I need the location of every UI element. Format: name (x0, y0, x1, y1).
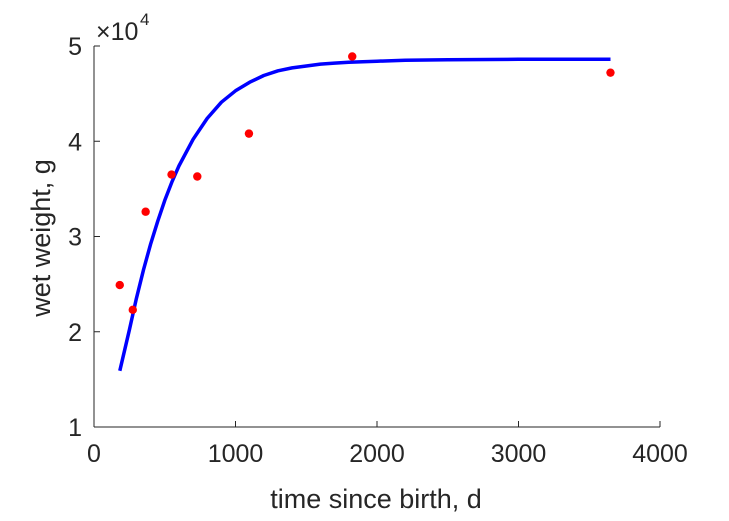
y-multiplier-exponent: 4 (140, 10, 149, 29)
y-tick-labels: 1 2 3 4 5 (68, 33, 82, 442)
x-tick-label: 1000 (208, 440, 264, 468)
x-axis-label: time since birth, d (270, 484, 482, 514)
x-tick-label: 0 (87, 440, 101, 468)
data-point (141, 207, 150, 216)
y-axis-label: wet weight, g (26, 159, 56, 318)
data-point (128, 305, 137, 315)
y-multiplier-label: ×10 (96, 18, 138, 46)
axes (93, 45, 661, 428)
x-tick-label: 3000 (491, 440, 547, 468)
data-point (167, 170, 176, 179)
y-tick-label: 4 (68, 128, 82, 156)
x-tick-label: 4000 (632, 440, 688, 468)
data-point (193, 172, 202, 181)
fit-curve-layer (118, 57, 611, 372)
y-tick-label: 2 (68, 319, 82, 347)
y-tick-label: 5 (68, 33, 82, 61)
data-point (115, 280, 124, 290)
x-tick-labels: 0 1000 2000 3000 4000 (87, 440, 688, 468)
data-points-layer (115, 52, 615, 315)
data-point (244, 129, 254, 138)
data-point (348, 52, 357, 61)
y-tick-label: 1 (68, 414, 82, 442)
x-tick-label: 2000 (349, 440, 405, 468)
data-point (606, 68, 615, 77)
fit-curve-line (118, 57, 611, 372)
y-tick-label: 3 (68, 224, 82, 252)
